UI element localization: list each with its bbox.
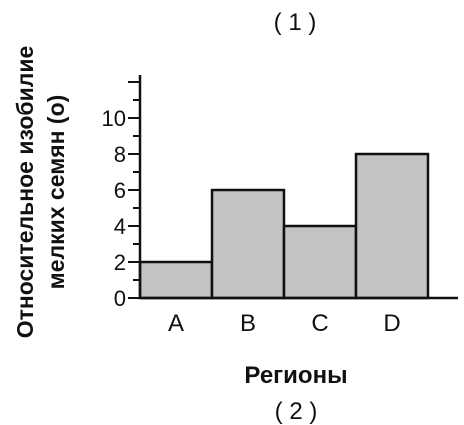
bars-group <box>138 152 430 300</box>
chart-caption: ( 2 ) <box>275 398 318 425</box>
x-axis-label: Регионы <box>244 362 347 389</box>
y-tick-label-4: 4 <box>114 214 126 239</box>
x-ticks-group: A B C D <box>168 310 401 337</box>
y-tick-label-2: 2 <box>114 250 126 275</box>
y-tick-label-6: 6 <box>114 178 126 203</box>
y-axis-label-line1: Относительное изобилие <box>12 46 38 339</box>
bar-A <box>138 260 214 300</box>
x-tick-label-D: D <box>383 310 400 337</box>
chart-title: ( 1 ) <box>274 9 317 36</box>
bar-C <box>282 224 358 300</box>
x-tick-label-A: A <box>168 310 184 337</box>
y-ticks-group: 0 2 4 6 8 10 <box>102 81 140 311</box>
y-tick-label-8: 8 <box>114 142 126 167</box>
x-tick-label-B: B <box>240 310 256 337</box>
y-tick-label-10: 10 <box>102 106 126 131</box>
bar-D <box>354 152 430 300</box>
bar-B <box>210 188 286 300</box>
y-axis-label-line2: мелких семян (o) <box>43 95 69 290</box>
y-tick-label-0: 0 <box>114 286 126 311</box>
x-tick-label-C: C <box>311 310 328 337</box>
